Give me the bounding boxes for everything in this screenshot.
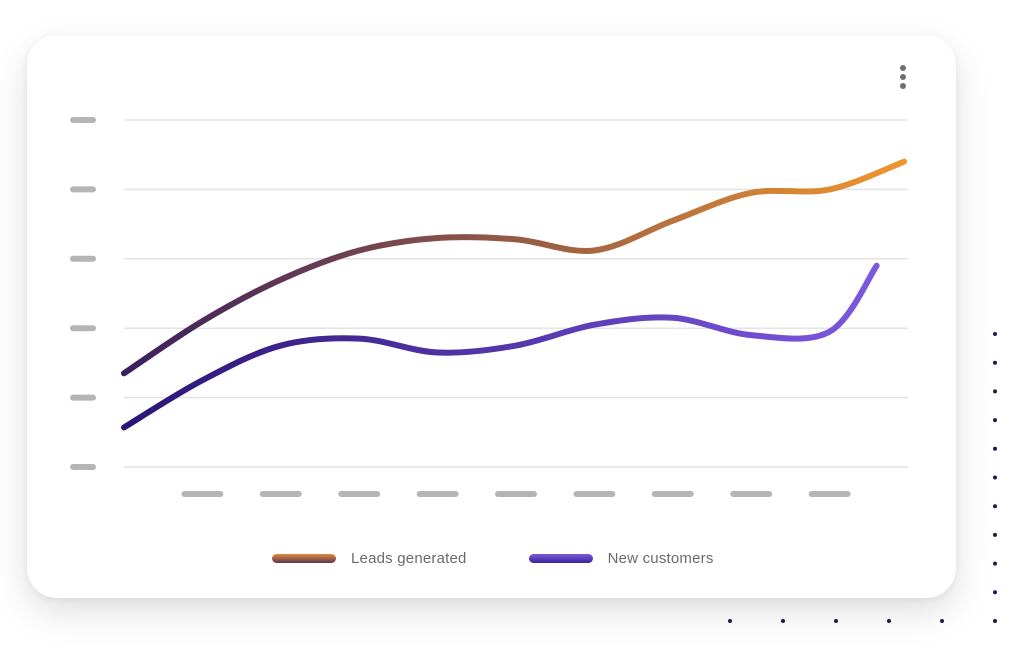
decorative-dot: [993, 475, 997, 480]
menu-dot: [900, 65, 906, 71]
decorative-dot: [993, 360, 997, 365]
legend-swatch-leads: [272, 553, 336, 563]
decorative-dot: [940, 619, 944, 623]
menu-dot: [900, 83, 906, 89]
legend-item-leads[interactable]: Leads generated: [272, 550, 467, 567]
legend-label-leads: Leads generated: [351, 549, 467, 567]
series-line-leads-generated: [121, 158, 908, 377]
decorative-dot: [993, 619, 997, 623]
decorative-dot: [993, 561, 997, 566]
decorative-dot: [834, 619, 838, 623]
decorative-dot: [993, 418, 997, 423]
legend-swatch-customers: [528, 553, 593, 563]
chart-card: Leads generated New customers: [27, 35, 956, 598]
decorative-dot: [993, 504, 997, 509]
menu-dot: [900, 74, 906, 80]
decorative-dot: [993, 590, 997, 595]
more-options-icon[interactable]: [892, 62, 914, 92]
decorative-dot: [781, 619, 785, 623]
decorative-dot: [993, 389, 997, 394]
legend-label-customers: New customers: [607, 549, 714, 567]
decorative-dot: [728, 619, 732, 623]
series-line-new-customers: [121, 262, 880, 431]
legend-item-customers[interactable]: New customers: [528, 549, 714, 567]
decorative-dot: [993, 532, 997, 537]
decorative-dot: [993, 446, 997, 451]
chart-legend: Leads generated New customers: [272, 545, 714, 571]
line-chart: [70, 117, 908, 497]
decorative-dot: [993, 332, 997, 336]
decorative-dot: [887, 619, 891, 623]
